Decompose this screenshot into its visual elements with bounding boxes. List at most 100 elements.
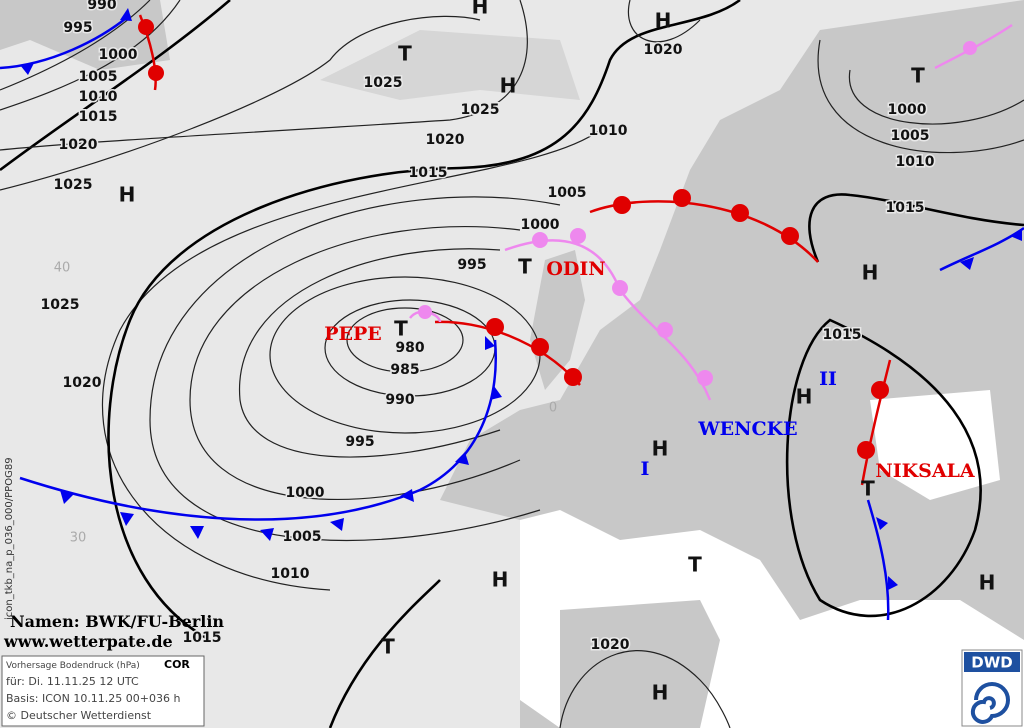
isobar-label: 1020	[644, 42, 683, 58]
isobar-label: 980	[395, 340, 424, 356]
info-valid: für: Di. 11.11.25 12 UTC	[6, 675, 139, 688]
isobar-label: 1005	[79, 69, 118, 85]
isobar-label: 1015	[183, 630, 222, 646]
pressure-center: H	[979, 571, 996, 595]
isobar-label: 1005	[891, 128, 930, 144]
isobar	[346, 307, 464, 373]
labels: 990 995 1000 1005 1010 1015 1020 1025 1025 1025 10…	[39, 0, 996, 705]
warm-front	[434, 320, 581, 386]
isobar-label: 1015	[409, 165, 448, 181]
info-base: Basis: ICON 10.11.25 00+036 h	[6, 692, 181, 705]
isobar	[559, 650, 731, 728]
isobar-label: 1000	[888, 102, 927, 118]
front-symbols	[20, 8, 1022, 590]
pressure-center: H	[796, 385, 813, 409]
pressure-center: T	[394, 317, 408, 341]
isobar	[785, 318, 982, 618]
isobar	[848, 69, 1024, 125]
isobar	[149, 196, 561, 542]
isobar	[0, 0, 528, 151]
system-name: PEPE	[324, 323, 382, 345]
pressure-center: H	[862, 261, 879, 285]
isobar-label: 985	[390, 362, 419, 378]
grid-label: 0	[549, 401, 557, 416]
isobar-label: 995	[63, 20, 92, 36]
info-copyright: © Deutscher Wetterdienst	[6, 709, 152, 722]
black-sea	[870, 390, 1000, 500]
warm-front	[860, 359, 892, 486]
system-name: I	[641, 458, 650, 480]
isobar-label: 1015	[79, 109, 118, 125]
isobar-label: 1000	[286, 485, 325, 501]
grid-label: 40	[54, 261, 71, 276]
pressure-center: H	[492, 568, 509, 592]
isobar	[189, 226, 521, 501]
isobar	[808, 193, 1024, 263]
pressure-center: H	[652, 681, 669, 705]
isobar-label: 1005	[548, 185, 587, 201]
isobar-label: 1020	[591, 637, 630, 653]
isobar	[107, 0, 741, 642]
isobar-label: 995	[457, 257, 486, 273]
isobar	[0, 0, 151, 91]
pressure-center: T	[381, 635, 395, 659]
website: www.wetterpate.de	[3, 632, 173, 651]
pressure-center: H	[500, 74, 517, 98]
pressure-center: T	[398, 42, 412, 66]
system-name: NIKSALA	[875, 460, 975, 482]
isobar-label: 1010	[589, 123, 628, 139]
isobar-label: 1025	[54, 177, 93, 193]
isobar	[627, 0, 701, 43]
isobar-label: 1025	[41, 297, 80, 313]
isobar-label: 990	[87, 0, 116, 13]
front-symbols	[138, 19, 889, 459]
isobar-label: 1020	[63, 375, 102, 391]
isobar-label: 1020	[426, 132, 465, 148]
isobar-label: 995	[345, 434, 374, 450]
isobar-label: 1025	[461, 102, 500, 118]
isobar	[101, 129, 601, 591]
system-name: II	[819, 368, 837, 390]
cold-front	[0, 14, 131, 70]
pressure-center: T	[911, 64, 925, 88]
info-box	[1, 655, 205, 727]
isobar-label: 1010	[896, 154, 935, 170]
isobar-label: 1015	[823, 327, 862, 343]
cold-front	[19, 339, 497, 521]
land	[560, 600, 720, 728]
system-name: ODIN	[546, 258, 605, 280]
isobar-label: 990	[385, 392, 414, 408]
isobar	[239, 248, 501, 458]
isobar-label: 1000	[99, 47, 138, 63]
pressure-center: T	[688, 553, 702, 577]
land	[320, 30, 580, 100]
pressure-center: T	[518, 255, 532, 279]
names-credit: Namen: BWK/FU-Berlin	[10, 612, 224, 631]
pressure-center: T	[861, 477, 875, 501]
info-title: Vorhersage Bodendruck (hPa)	[6, 661, 140, 671]
pressure-center: H	[472, 0, 489, 19]
pressure-center: H	[119, 183, 136, 207]
isobar	[0, 0, 181, 111]
isobar-label: 1005	[283, 529, 322, 545]
isobar	[328, 579, 441, 728]
isobar-label: 1020	[59, 137, 98, 153]
isobar-label: 1010	[271, 566, 310, 582]
product-id: icon_tkb_na_p_036_000/PPOG89	[4, 457, 15, 620]
logo-band	[964, 652, 1020, 672]
isobar-label: 1010	[79, 89, 118, 105]
isobar	[817, 39, 1024, 154]
info-flag: COR	[164, 658, 190, 671]
pressure-center: H	[655, 9, 672, 33]
isobar-label: 1000	[521, 217, 560, 233]
logo: DWD	[971, 654, 1012, 672]
grid-label: 30	[70, 531, 87, 546]
isobar-label: 1015	[886, 200, 925, 216]
pressure-center: H	[652, 437, 669, 461]
cold-front	[866, 499, 890, 621]
logo-swirl	[970, 682, 1010, 724]
isobar	[0, 15, 481, 191]
isobar-label: 1025	[364, 75, 403, 91]
